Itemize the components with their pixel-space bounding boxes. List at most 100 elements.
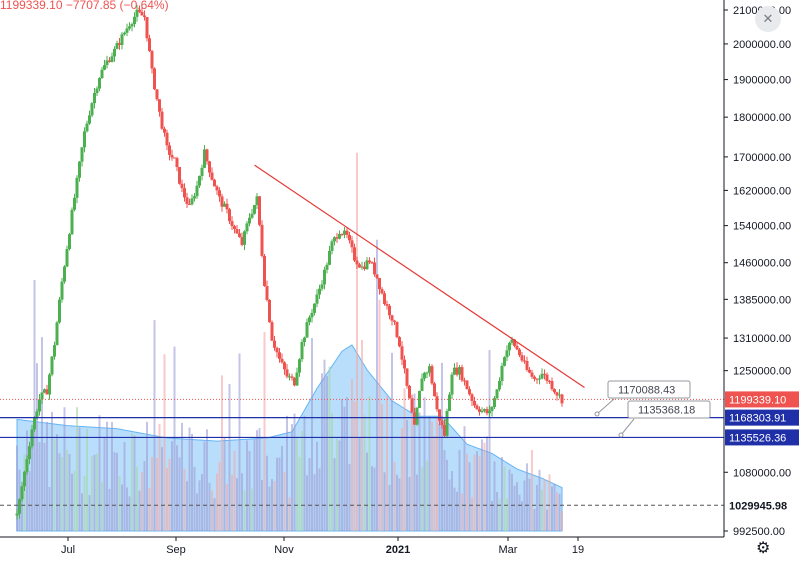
callout-pointer — [596, 398, 615, 415]
candle-body — [130, 24, 134, 27]
candle-body — [53, 345, 56, 357]
candle-body — [100, 69, 104, 79]
candle-body — [363, 266, 366, 270]
volume-bar — [296, 436, 298, 531]
price-axis[interactable]: 2100000.002000000.001900000.001800000.00… — [723, 0, 799, 563]
candle-body — [68, 234, 71, 250]
candle-body — [20, 486, 24, 500]
volume-bar — [108, 488, 111, 531]
candle-body — [255, 196, 259, 206]
gear-icon: ⚙ — [756, 540, 771, 557]
volume-bar — [101, 482, 103, 531]
candle-body — [435, 396, 439, 410]
time-tick-label: Jul — [61, 544, 75, 556]
candle-body — [425, 372, 429, 374]
volume-bar — [396, 474, 398, 531]
candle-body — [460, 367, 464, 381]
volume-bar — [141, 472, 143, 531]
candle-body — [508, 342, 511, 351]
ohlc-legend: 1199339.10 −7707.85 (−0.64%) — [0, 0, 169, 12]
candle-body — [103, 65, 106, 70]
time-axis[interactable]: Jul Sep Nov 2021 Mar 19 — [0, 536, 724, 556]
volume-bar — [323, 359, 326, 531]
volume-bar — [171, 441, 173, 531]
volume-bar — [143, 460, 146, 531]
volume-bar — [538, 469, 541, 531]
volume-bar — [531, 450, 533, 531]
candle-body — [488, 411, 491, 414]
candle-body — [475, 405, 479, 410]
volume-bar — [46, 421, 48, 531]
volume-bar — [133, 435, 136, 531]
candle-body — [293, 377, 296, 386]
candle-body — [163, 128, 166, 133]
volume-bar — [533, 508, 536, 531]
volume-bar — [318, 468, 321, 531]
callout-box — [627, 400, 711, 419]
price-tick-label: 1700000.00 — [733, 152, 791, 164]
volume-bar — [423, 397, 426, 531]
volume-bar — [208, 482, 211, 531]
candle-body — [458, 367, 461, 375]
volume-bar — [33, 280, 36, 531]
volume-bar — [421, 467, 423, 531]
trendline — [254, 164, 585, 389]
volume-bar — [478, 456, 481, 531]
volume-bar — [493, 461, 496, 531]
volume-bar — [38, 441, 41, 531]
volume-bar — [263, 332, 266, 531]
candle-body — [490, 406, 494, 412]
callout-label: 1170088.43 — [618, 385, 675, 397]
candle-body — [538, 378, 541, 380]
price-tag-label: 1168303.91 — [729, 413, 786, 425]
volume-bar — [361, 339, 363, 531]
candle-body — [228, 209, 231, 222]
candle-body — [520, 355, 524, 361]
volume-bar — [56, 434, 58, 531]
candle-body — [380, 289, 384, 294]
candle-body — [368, 260, 371, 263]
candle-body — [193, 196, 196, 199]
candle-body — [43, 389, 46, 393]
volume-bar — [371, 466, 373, 531]
candle-body — [523, 360, 526, 362]
candle-body — [258, 196, 261, 225]
candle-body — [170, 154, 174, 158]
volume-bar — [441, 362, 443, 531]
candle-body — [125, 28, 129, 33]
volume-bar — [431, 421, 433, 531]
volume-bar — [293, 413, 296, 531]
candle-body — [23, 471, 26, 487]
candle-body — [210, 172, 214, 180]
chart-close-button[interactable]: ✕ — [755, 6, 781, 32]
candle-body — [83, 131, 86, 148]
candle-body — [165, 132, 169, 146]
volume-bar — [348, 463, 351, 531]
volume-bar — [163, 354, 166, 531]
volume-bar — [196, 493, 198, 531]
volume-bar — [473, 454, 476, 531]
candle-body — [178, 167, 181, 184]
candle-body — [58, 299, 61, 323]
volume-bar — [551, 486, 553, 531]
candle-body — [530, 372, 534, 377]
candle-body — [498, 381, 501, 390]
candle-body — [408, 385, 411, 399]
candle-body — [153, 68, 156, 90]
candle-body — [235, 229, 239, 234]
volume-bar — [433, 436, 436, 531]
candle-body — [453, 367, 456, 375]
candle-body — [403, 359, 406, 369]
candle-body — [428, 366, 431, 373]
volume-bar — [416, 474, 418, 531]
candle-body — [373, 262, 376, 275]
volume-bar — [321, 373, 323, 531]
price-tick-label: 1800000.00 — [733, 112, 791, 124]
volume-bar — [53, 438, 56, 531]
volume-bar — [373, 467, 376, 531]
settings-button[interactable]: ⚙ — [756, 541, 770, 557]
candle-body — [455, 367, 459, 375]
candle-body — [223, 203, 226, 207]
candle-body — [285, 369, 289, 377]
